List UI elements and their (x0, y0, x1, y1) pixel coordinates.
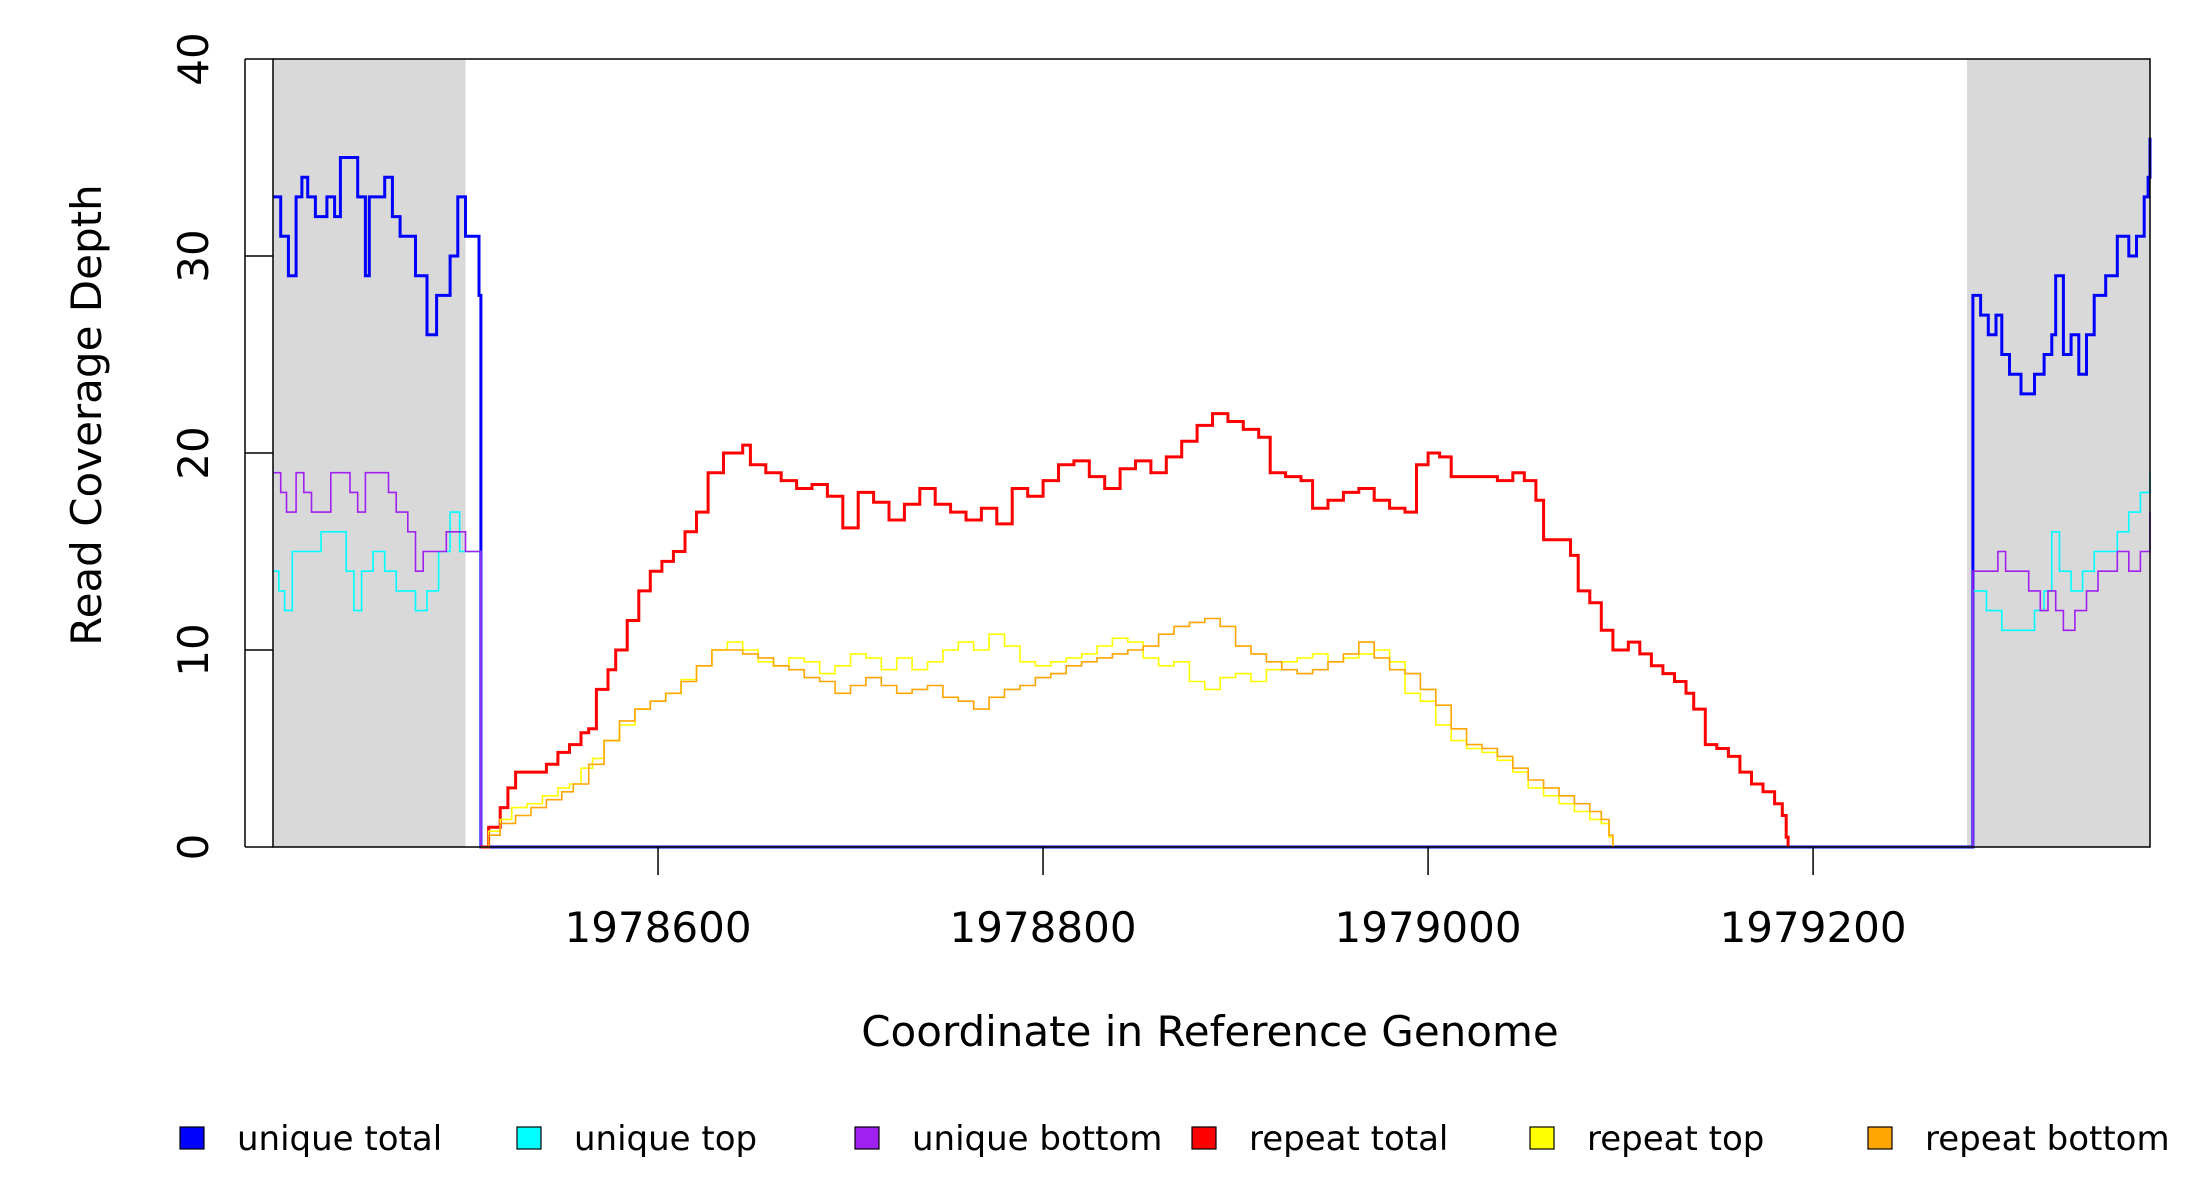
legend-label-repeat-bottom: repeat bottom (1925, 1119, 2170, 1159)
legend-swatch-repeat-top (1529, 1126, 1555, 1150)
legend-label-unique-total: unique total (237, 1119, 442, 1159)
y-tick-label: 20 (169, 426, 218, 479)
x-tick-label: 1978800 (950, 903, 1137, 952)
series-line-unique-top (273, 472, 2151, 848)
x-axis-label: Coordinate in Reference Genome (861, 1007, 1559, 1056)
plot-frame (272, 58, 2151, 848)
y-axis: 0 10 20 30 40 (169, 32, 273, 860)
y-tick-label: 0 (169, 834, 218, 861)
y-tick-label: 10 (169, 623, 218, 676)
x-tick-label: 1979000 (1335, 903, 1522, 952)
shaded-region-1 (273, 59, 466, 847)
series-lines (273, 137, 2152, 849)
legend-swatch-unique-bottom (854, 1126, 880, 1150)
legend-swatch-unique-total (179, 1126, 205, 1150)
series-line-repeat-total (480, 412, 1790, 849)
legend-label-repeat-top: repeat top (1587, 1119, 1764, 1159)
legend-label-repeat-total: repeat total (1249, 1119, 1448, 1159)
shaded-regions (273, 59, 2150, 847)
y-tick-label: 30 (169, 229, 218, 282)
series-line-unique-bottom (273, 471, 2151, 848)
series-line-repeat-top (480, 633, 1614, 848)
x-axis: 1978600 1978800 1979000 1979200 (564, 847, 1907, 952)
legend-swatch-repeat-total (1191, 1126, 1217, 1150)
series-line-repeat-bottom (480, 617, 1614, 848)
legend-swatch-repeat-bottom (1867, 1126, 1893, 1150)
shaded-region-2 (1967, 59, 2150, 847)
y-tick-label: 40 (169, 32, 218, 85)
legend-label-unique-bottom: unique bottom (912, 1119, 1162, 1159)
legend-label-unique-top: unique top (574, 1119, 757, 1159)
series-line-unique-total (273, 137, 2152, 849)
y-axis-label: Read Coverage Depth (62, 184, 111, 645)
x-tick-label: 1979200 (1720, 903, 1907, 952)
legend-swatch-unique-top (516, 1126, 542, 1150)
legend: unique total unique top unique bottom repea… (179, 1119, 2170, 1159)
x-tick-label: 1978600 (564, 903, 751, 952)
